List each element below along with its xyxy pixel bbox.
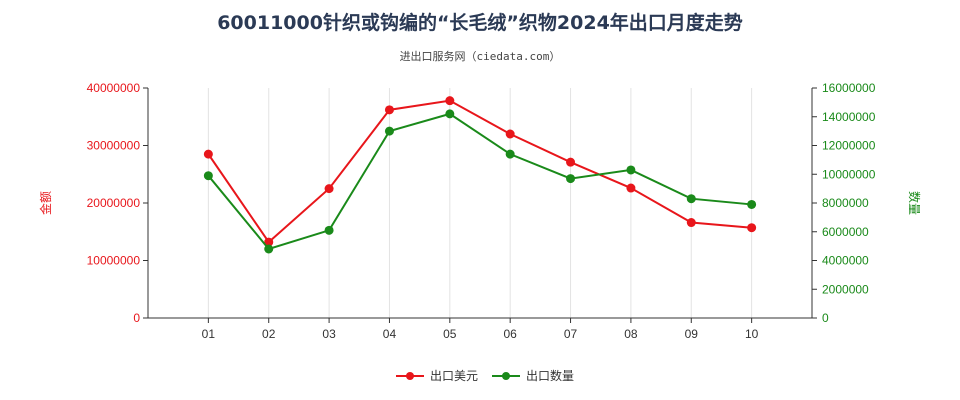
left-tick-label: 40000000 [87, 81, 141, 95]
x-tick-label: 03 [322, 327, 336, 341]
right-tick-label: 16000000 [822, 81, 876, 95]
series-line-amount [207, 99, 752, 244]
right-tick-label: 12000000 [822, 139, 876, 153]
data-point-quantity [203, 171, 213, 181]
right-tick-label: 10000000 [822, 167, 876, 181]
data-point-amount [686, 218, 696, 228]
data-point-amount [626, 183, 636, 193]
x-tick-label: 08 [624, 327, 638, 341]
chart-title: 60011000针织或钩编的“长毛绒”织物2024年出口月度走势 [217, 12, 743, 34]
axes [147, 88, 813, 319]
x-tick-label: 07 [564, 327, 578, 341]
data-point-quantity [264, 244, 274, 254]
right-axis-title: 数量 [907, 191, 922, 215]
x-tick-label: 09 [685, 327, 699, 341]
data-point-quantity [626, 165, 636, 175]
data-point-quantity [747, 199, 757, 209]
x-tick-label: 05 [443, 327, 457, 341]
data-point-quantity [566, 174, 576, 184]
right-tick-label: 0 [822, 311, 829, 325]
data-point-amount [505, 129, 515, 139]
right-tick-label: 8000000 [822, 196, 869, 210]
data-point-amount [264, 237, 274, 247]
x-tick-label: 04 [383, 327, 397, 341]
right-tick-label: 14000000 [822, 110, 876, 124]
x-tick-label: 10 [745, 327, 759, 341]
x-tick-label: 02 [262, 327, 276, 341]
right-tick-label: 6000000 [822, 225, 869, 239]
right-tick-label: 2000000 [822, 282, 869, 296]
legend-swatch-marker [502, 372, 510, 380]
left-axis-title: 金额 [38, 191, 53, 215]
right-axis-ticks: 0 2000000 4000000 6000000 8000000 10000000 120… [812, 81, 876, 325]
data-point-quantity [686, 194, 696, 204]
legend: 出口美元 出口数量 [396, 368, 574, 383]
data-point-amount [203, 149, 213, 159]
data-point-quantity [505, 149, 515, 159]
data-point-quantity [384, 126, 394, 136]
data-point-amount [566, 157, 576, 167]
chart-subtitle: 进出口服务网（ciedata.com） [399, 50, 561, 63]
legend-item-quantity: 出口数量 [492, 368, 574, 383]
series-line-quantity [207, 112, 752, 251]
left-tick-label: 10000000 [87, 254, 141, 268]
data-point-quantity [324, 225, 334, 235]
series-quantity [203, 109, 757, 254]
x-axis-ticks: 01 02 03 04 05 06 07 08 09 10 [202, 318, 759, 341]
data-point-amount [384, 105, 394, 115]
data-point-amount [445, 96, 455, 106]
series-group [203, 96, 757, 254]
data-point-amount [747, 223, 757, 233]
series-amount [203, 96, 757, 247]
x-tick-label: 06 [504, 327, 518, 341]
x-tick-label: 01 [202, 327, 216, 341]
legend-swatch-marker [406, 372, 414, 380]
legend-label: 出口美元 [430, 369, 478, 383]
legend-item-amount: 出口美元 [396, 369, 478, 383]
left-tick-label: 30000000 [87, 139, 141, 153]
data-point-amount [324, 184, 334, 194]
left-axis-ticks: 0 10000000 20000000 30000000 40000000 [87, 81, 148, 325]
left-tick-label: 20000000 [87, 196, 141, 210]
right-tick-label: 4000000 [822, 254, 869, 268]
grid-lines [207, 88, 753, 318]
data-point-quantity [445, 109, 455, 119]
left-tick-label: 0 [133, 311, 140, 325]
legend-label: 出口数量 [526, 368, 574, 383]
